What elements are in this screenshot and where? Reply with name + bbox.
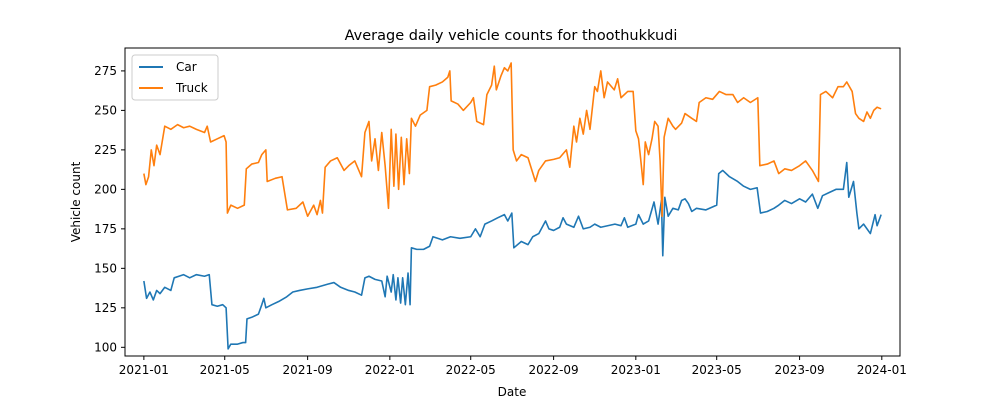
x-tick-label: 2022-01: [365, 363, 415, 377]
legend-label-car: Car: [176, 60, 197, 74]
x-tick-label: 2024-01: [857, 363, 907, 377]
y-tick-label: 275: [94, 64, 117, 78]
y-axis: 100 125 150 175 200 225 250 275: [94, 64, 125, 354]
x-tick-label: 2022-09: [529, 363, 579, 377]
y-tick-label: 100: [94, 340, 117, 354]
series-line-car: [143, 161, 882, 350]
legend-label-truck: Truck: [175, 81, 208, 95]
y-tick-label: 125: [94, 301, 117, 315]
x-axis: 2021-01 2021-05 2021-09 2022-01 2022-05 2022-…: [119, 356, 907, 377]
y-tick-label: 225: [94, 143, 117, 157]
x-tick-label: 2021-09: [283, 363, 333, 377]
x-tick-label: 2023-01: [611, 363, 661, 377]
y-tick-label: 150: [94, 261, 117, 275]
x-tick-label: 2021-01: [119, 363, 169, 377]
x-tick-label: 2022-05: [446, 363, 496, 377]
series-layer: [143, 62, 882, 350]
y-axis-label: Vehicle count: [69, 161, 83, 242]
y-tick-label: 200: [94, 182, 117, 196]
x-tick-label: 2023-09: [775, 363, 825, 377]
x-tick-label: 2023-05: [692, 363, 742, 377]
plot-frame: [124, 47, 901, 357]
chart-title: Average daily vehicle counts for thoothu…: [345, 28, 678, 44]
legend: Car Truck: [131, 54, 219, 101]
y-tick-label: 250: [94, 103, 117, 117]
series-line-truck: [143, 62, 882, 218]
y-tick-label: 175: [94, 222, 117, 236]
x-tick-label: 2021-05: [200, 363, 250, 377]
x-axis-label: Date: [498, 385, 527, 399]
